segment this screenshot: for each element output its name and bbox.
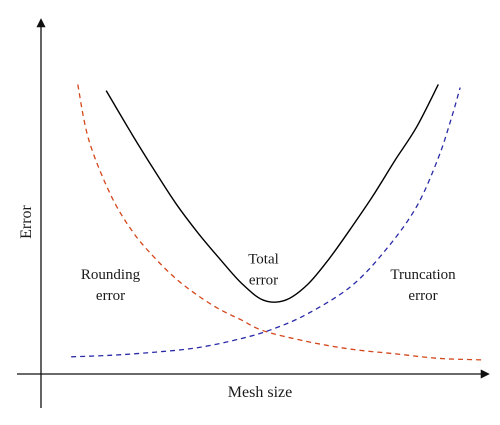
- rounding-error-label-line: Rounding: [81, 267, 141, 283]
- x-axis-label: Mesh size: [228, 384, 292, 401]
- total-error-curve: [105, 84, 439, 303]
- truncation-error-label-line: error: [408, 288, 437, 304]
- total-error-label-line: Total: [248, 252, 279, 268]
- truncation-error-label: Truncation error: [390, 267, 456, 304]
- total-error-label: Total error: [248, 252, 279, 289]
- annotation-layer: Rounding error Total error Truncation error: [81, 252, 456, 304]
- rounding-error-curve: [77, 84, 483, 361]
- rounding-error-label: Rounding error: [81, 267, 141, 304]
- series-layer: [71, 84, 483, 361]
- y-axis-label: Error: [18, 204, 35, 238]
- total-error-label-line: error: [249, 273, 278, 289]
- rounding-error-label-line: error: [96, 288, 125, 304]
- truncation-error-label-line: Truncation: [390, 267, 456, 283]
- truncation-error-curve: [71, 87, 461, 358]
